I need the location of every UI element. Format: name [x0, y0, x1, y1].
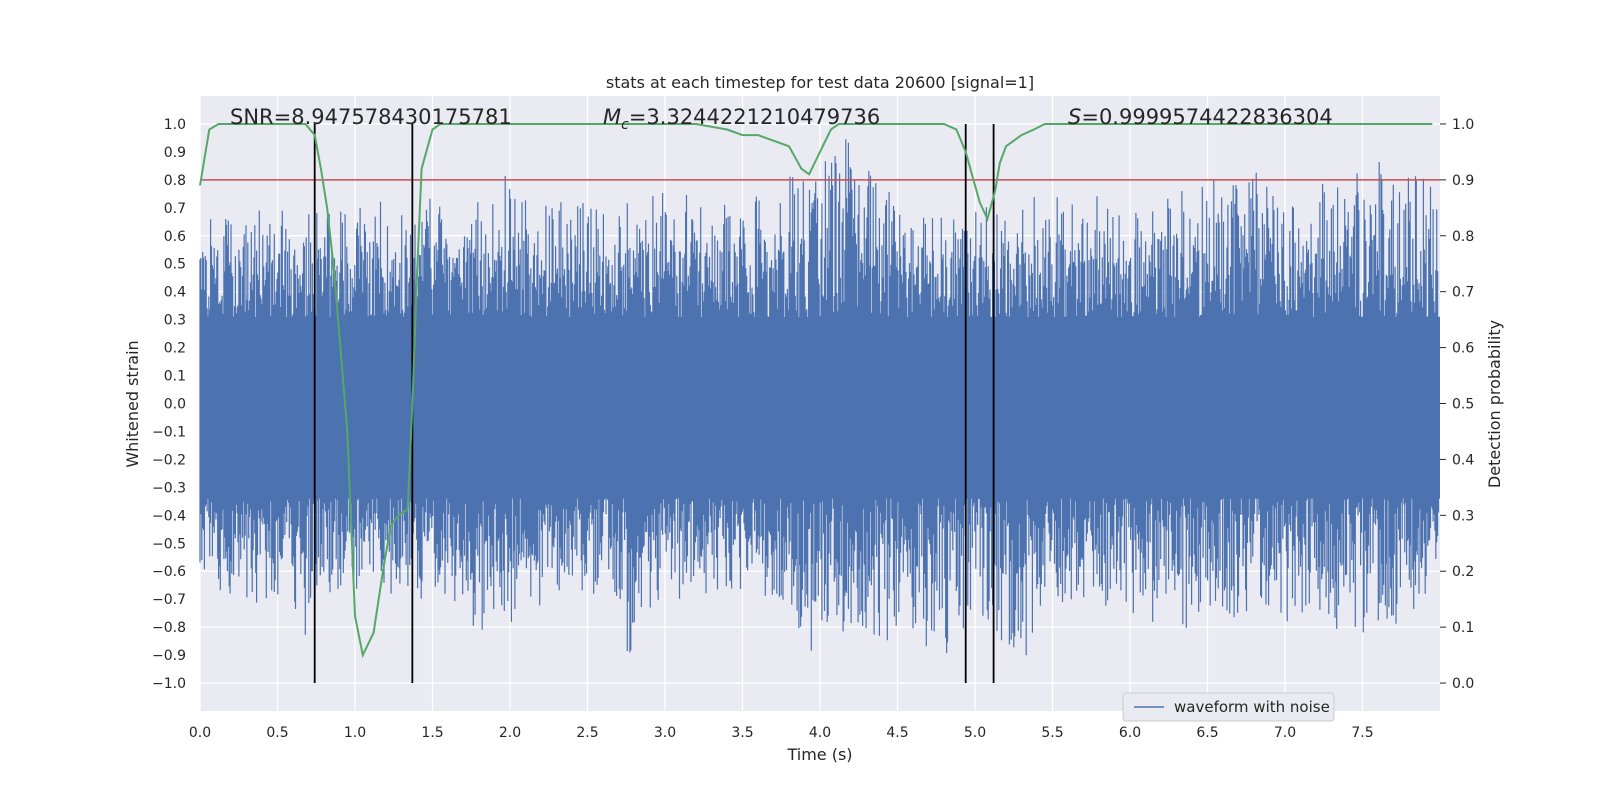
- x-tick-label: 3.0: [654, 725, 676, 741]
- y-tick-label-left: 0.6: [164, 229, 186, 245]
- probability-series: [199, 123, 1433, 659]
- x-tick-label: 1.0: [344, 725, 366, 741]
- snr-annotation: SNR=8.947578430175781: [230, 105, 512, 129]
- y-tick-label-right: 0.8: [1452, 229, 1474, 245]
- y-tick-label-right: 0.3: [1452, 508, 1474, 524]
- y-tick-label-left: 0.2: [164, 341, 186, 357]
- y-tick-label-right: 0.6: [1452, 341, 1474, 357]
- y-tick-label-left: −0.5: [152, 536, 186, 552]
- x-tick-label: 6.5: [1196, 725, 1218, 741]
- chart-title: stats at each timestep for test data 206…: [606, 73, 1034, 92]
- y-tick-label-left: 0.1: [164, 369, 186, 385]
- x-tick-label: 2.5: [576, 725, 598, 741]
- y-tick-label-left: −0.6: [152, 564, 186, 580]
- x-tick-label: 6.0: [1119, 725, 1141, 741]
- reference-lines: [200, 123, 1440, 684]
- y-tick-label-right: 0.2: [1452, 564, 1474, 580]
- chirp-mass-subscript: c: [621, 117, 629, 133]
- y-tick-label-right: 0.1: [1452, 620, 1474, 636]
- x-tick-label: 7.0: [1274, 725, 1296, 741]
- x-tick-label: 5.5: [1041, 725, 1063, 741]
- y-tick-label-left: 0.9: [164, 145, 186, 161]
- y-tick-label-left: 1.0: [164, 117, 186, 133]
- y-tick-label-left: −0.7: [152, 592, 186, 608]
- chirp-mass-value: =3.3244221210479736: [629, 105, 880, 129]
- y-tick-label-left: −0.1: [152, 424, 186, 440]
- y-tick-label-left: −0.4: [152, 508, 186, 524]
- y-tick-label-right: 0.0: [1452, 676, 1474, 692]
- chirp-mass-annotation: Mc=3.3244221210479736: [603, 105, 880, 133]
- y-tick-label-left: 0.5: [164, 257, 186, 273]
- y-tick-label-right: 0.5: [1452, 397, 1474, 413]
- x-tick-label: 7.5: [1351, 725, 1373, 741]
- y-tick-label-right: 0.4: [1452, 452, 1474, 468]
- legend-label: waveform with noise: [1174, 698, 1330, 716]
- x-tick-label: 4.0: [809, 725, 831, 741]
- y-axis-label-left: Whitened strain: [123, 340, 142, 467]
- y-tick-label-left: 0.8: [164, 173, 186, 189]
- y-tick-label-right: 1.0: [1452, 117, 1474, 133]
- s-value: =0.9999574422836304: [1081, 105, 1332, 129]
- x-tick-label: 5.0: [964, 725, 986, 741]
- s-symbol: S: [1068, 105, 1081, 129]
- y-axis-label-right: Detection probability: [1485, 320, 1504, 488]
- y-tick-label-left: −1.0: [152, 676, 186, 692]
- noise-series: [199, 139, 1440, 656]
- s-annotation: S=0.9999574422836304: [1068, 105, 1333, 129]
- x-axis-label: Time (s): [786, 745, 852, 764]
- y-tick-label-left: 0.4: [164, 285, 186, 301]
- legend-box: [1122, 692, 1335, 722]
- y-tick-label-left: −0.2: [152, 452, 186, 468]
- y-tick-label-left: 0.7: [164, 201, 186, 217]
- noise-waveform-line: [199, 139, 1440, 656]
- x-tick-label: 0.0: [189, 725, 211, 741]
- chirp-mass-symbol: M: [603, 105, 621, 129]
- y-tick-label-left: −0.9: [152, 648, 186, 664]
- legend: waveform with noise: [1122, 692, 1335, 722]
- x-tick-label: 2.0: [499, 725, 521, 741]
- y-tick-label-right: 0.7: [1452, 285, 1474, 301]
- y-tick-label-right: 0.9: [1452, 173, 1474, 189]
- x-tick-label: 0.5: [266, 725, 288, 741]
- x-tick-label: 1.5: [421, 725, 443, 741]
- probability-line: [199, 123, 1433, 659]
- y-tick-label-left: 0.3: [164, 313, 186, 329]
- y-tick-label-left: −0.8: [152, 620, 186, 636]
- axis-ticks: 0.0 0.5 1.0 1.5 2.0 2.5 3.0 3.5 4.0 4.5 5.0 5.5 6.0 6…: [152, 117, 1474, 741]
- y-tick-label-left: 0.0: [164, 397, 186, 413]
- y-tick-label-left: −0.3: [152, 480, 186, 496]
- x-tick-label: 4.5: [886, 725, 908, 741]
- x-tick-label: 3.5: [731, 725, 753, 741]
